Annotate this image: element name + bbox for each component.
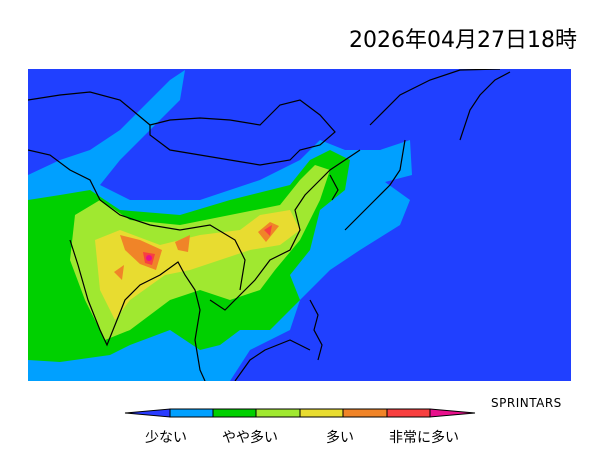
legend-swatch [299, 408, 344, 418]
coastlines-and-borders [28, 69, 511, 381]
level-6-area [264, 225, 272, 236]
legend-swatch [255, 408, 301, 418]
legend-high-arrow [429, 408, 476, 418]
legend-low-arrow [124, 408, 171, 418]
legend-label-somewhat-high: やや多い [222, 430, 278, 446]
level-7-area [146, 255, 152, 261]
legend-swatch [342, 408, 388, 418]
model-credit: SPRINTARS [491, 396, 562, 410]
legend-label-very-high: 非常に多い [389, 430, 459, 446]
legend-swatch [212, 408, 257, 418]
forecast-datetime-title: 2026年04月27日18時 [349, 28, 577, 53]
legend-label-low: 少ない [145, 430, 187, 446]
legend-swatch [386, 408, 431, 418]
level-5-area [175, 235, 190, 252]
level-5-area [114, 265, 124, 280]
color-legend-bar [124, 408, 476, 418]
legend-label-high: 多い [326, 430, 354, 446]
level-4-area [95, 210, 300, 320]
legend-swatch [169, 408, 214, 418]
